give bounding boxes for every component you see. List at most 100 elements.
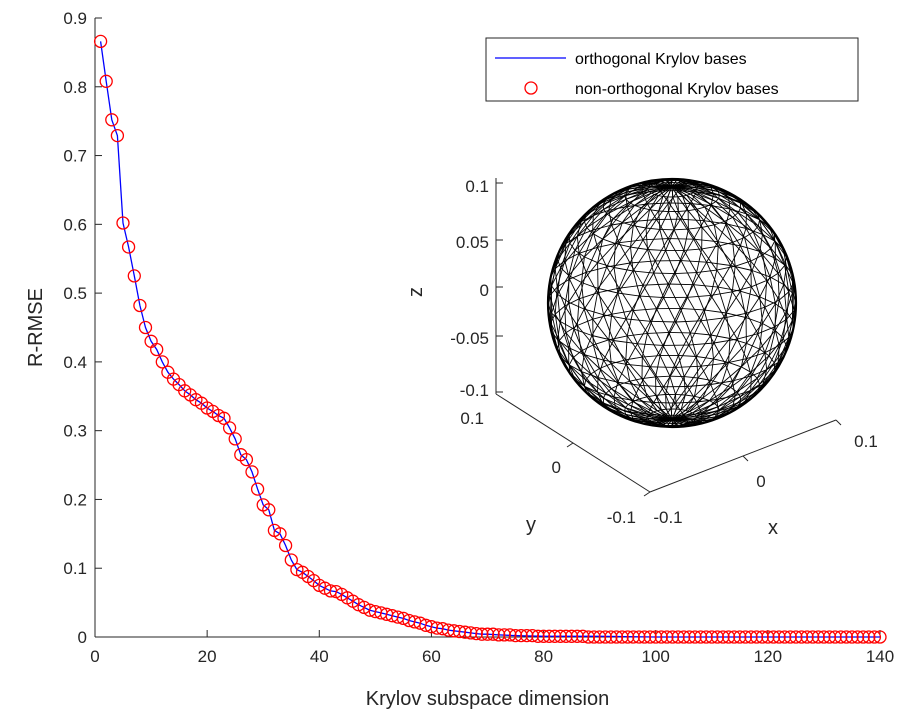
mesh-edge — [549, 295, 556, 315]
mesh-edge — [759, 219, 776, 242]
mesh-edge — [774, 240, 784, 250]
mesh-edge — [568, 364, 582, 372]
y-tick-label: 0 — [78, 628, 87, 647]
mesh-edge — [730, 387, 738, 393]
mesh-edge — [583, 233, 594, 258]
mesh-edge — [611, 388, 634, 402]
mesh-edge — [669, 182, 679, 192]
mesh-edge — [574, 249, 585, 258]
mesh-edge — [617, 381, 641, 386]
mesh-edge — [724, 338, 738, 364]
mesh-edge — [750, 261, 752, 287]
mesh-edge — [629, 239, 644, 264]
mesh-edge — [725, 290, 741, 314]
mesh-edge — [687, 365, 702, 387]
mesh-edge — [700, 317, 725, 322]
mesh-edge — [759, 251, 771, 278]
mesh-edge — [649, 195, 659, 210]
mesh-edge — [750, 207, 758, 214]
data-point-marker — [531, 629, 545, 643]
mesh-edge — [624, 407, 626, 412]
mesh-edge — [638, 398, 654, 413]
data-point-marker — [284, 553, 298, 567]
mesh-edge — [675, 178, 685, 184]
sphere-wireframe — [546, 177, 798, 429]
mesh-edge — [718, 410, 720, 414]
mesh-edge — [675, 376, 685, 395]
mesh-edge — [745, 296, 761, 318]
mesh-edge — [739, 245, 753, 271]
mesh-edge — [671, 408, 677, 420]
mesh-edge — [730, 265, 741, 292]
mesh-edge — [611, 194, 626, 200]
mesh-edge — [655, 182, 661, 192]
y-axis-label: R-RMSE — [25, 288, 47, 367]
mesh-edge — [672, 196, 679, 212]
mesh-edge — [557, 242, 571, 260]
mesh-edge — [694, 395, 703, 399]
mesh-edge — [709, 400, 715, 404]
mesh-edge — [639, 295, 664, 299]
mesh-edge — [655, 376, 666, 395]
mesh-edge — [728, 361, 742, 368]
inset-y-tick-0: 0 — [552, 458, 561, 477]
mesh-edge — [677, 195, 683, 198]
mesh-edge — [701, 248, 718, 271]
mesh-edge — [768, 226, 784, 250]
mesh-edge — [740, 384, 760, 398]
mesh-edge — [675, 393, 686, 396]
mesh-edge — [762, 234, 776, 259]
mesh-edge — [702, 383, 722, 399]
mesh-edge — [581, 371, 598, 393]
mesh-edge — [603, 397, 625, 412]
mesh-edge — [717, 286, 741, 292]
mesh-edge — [646, 394, 656, 398]
data-point-marker — [469, 626, 483, 641]
mesh-edge — [662, 419, 673, 426]
data-point-marker — [733, 630, 747, 644]
mesh-edge — [597, 287, 620, 294]
data-point-marker — [525, 628, 540, 643]
mesh-edge — [585, 379, 607, 394]
mesh-edge — [619, 239, 644, 244]
mesh-edge — [568, 347, 585, 356]
data-point-marker — [828, 630, 842, 644]
mesh-edge — [689, 203, 705, 221]
mesh-edge — [558, 332, 567, 341]
data-point-marker — [99, 74, 113, 88]
data-point-marker — [93, 34, 108, 49]
mesh-edge — [637, 343, 663, 346]
mesh-edge — [759, 219, 763, 235]
mesh-edge — [662, 186, 673, 197]
mesh-edge — [750, 371, 758, 379]
mesh-edge — [611, 384, 620, 390]
data-point-marker — [677, 630, 691, 644]
mesh-edge — [577, 229, 593, 237]
mesh-edge — [710, 334, 714, 359]
mesh-edge — [645, 227, 648, 250]
mesh-edge — [671, 409, 682, 420]
mesh-edge — [774, 241, 787, 267]
mesh-edge — [670, 394, 676, 410]
mesh-edge — [725, 208, 731, 224]
mesh-edge — [632, 401, 654, 413]
data-point-marker — [133, 298, 147, 313]
mesh-edge — [626, 335, 643, 358]
mesh-edge — [740, 343, 747, 367]
mesh-edge — [671, 186, 679, 198]
mesh-edge — [675, 394, 686, 410]
mesh-edge — [770, 240, 776, 249]
data-point-marker — [716, 630, 730, 644]
mesh-edge — [718, 241, 733, 247]
mesh-edge — [786, 265, 793, 275]
mesh-edge — [597, 247, 608, 268]
mesh-edge — [619, 384, 640, 400]
mesh-edge — [685, 179, 699, 185]
mesh-edge — [757, 307, 766, 334]
mesh-edge — [769, 276, 784, 285]
mesh-edge — [675, 321, 690, 346]
mesh-edge — [746, 312, 759, 334]
mesh-edge — [572, 357, 587, 381]
data-point-marker — [738, 630, 753, 644]
mesh-edge — [564, 243, 567, 261]
